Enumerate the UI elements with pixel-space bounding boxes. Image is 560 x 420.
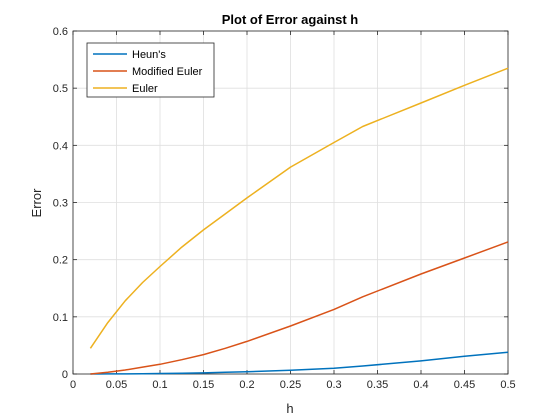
y-tick-label: 0.4 bbox=[53, 140, 68, 152]
legend: Heun's Modified Euler Euler bbox=[86, 42, 215, 98]
x-tick-label: 0.2 bbox=[239, 379, 254, 391]
legend-label-euler: Euler bbox=[132, 83, 158, 95]
x-tick-label: 0.35 bbox=[367, 379, 388, 391]
x-tick-label: 0.45 bbox=[454, 379, 475, 391]
y-axis-label: Error bbox=[29, 188, 44, 218]
y-tick-label: 0.3 bbox=[53, 198, 68, 210]
x-tick-label: 0.3 bbox=[326, 379, 341, 391]
legend-label-modified-euler: Modified Euler bbox=[132, 66, 203, 78]
series-line-heuns bbox=[90, 351, 509, 375]
x-tick-label: 0.15 bbox=[193, 379, 214, 391]
y-tick-label: 0.5 bbox=[53, 83, 68, 95]
chart-title: Plot of Error against h bbox=[222, 12, 359, 27]
y-tick-label: 0.1 bbox=[53, 312, 68, 324]
legend-label-heuns: Heun's bbox=[132, 49, 166, 61]
series-line-modified-euler bbox=[90, 241, 509, 375]
y-tick-label: 0 bbox=[62, 369, 68, 381]
x-tick-label: 0.5 bbox=[500, 379, 515, 391]
series-line-euler bbox=[89, 67, 509, 349]
x-axis-label: h bbox=[286, 401, 293, 416]
x-tick-label: 0.25 bbox=[280, 379, 301, 391]
y-tick-label: 0.2 bbox=[53, 255, 68, 267]
y-tick-label: 0.6 bbox=[53, 26, 68, 38]
axis-ticks: 0 0.05 0.1 0.15 0.2 0.25 0.3 0.35 0.4 0.45 0.5 0 0.1… bbox=[53, 26, 516, 391]
x-tick-label: 0.4 bbox=[413, 379, 428, 391]
series-layer bbox=[89, 67, 509, 375]
x-tick-label: 0.1 bbox=[152, 379, 167, 391]
x-tick-label: 0.05 bbox=[106, 379, 127, 391]
x-tick-label: 0 bbox=[70, 379, 76, 391]
